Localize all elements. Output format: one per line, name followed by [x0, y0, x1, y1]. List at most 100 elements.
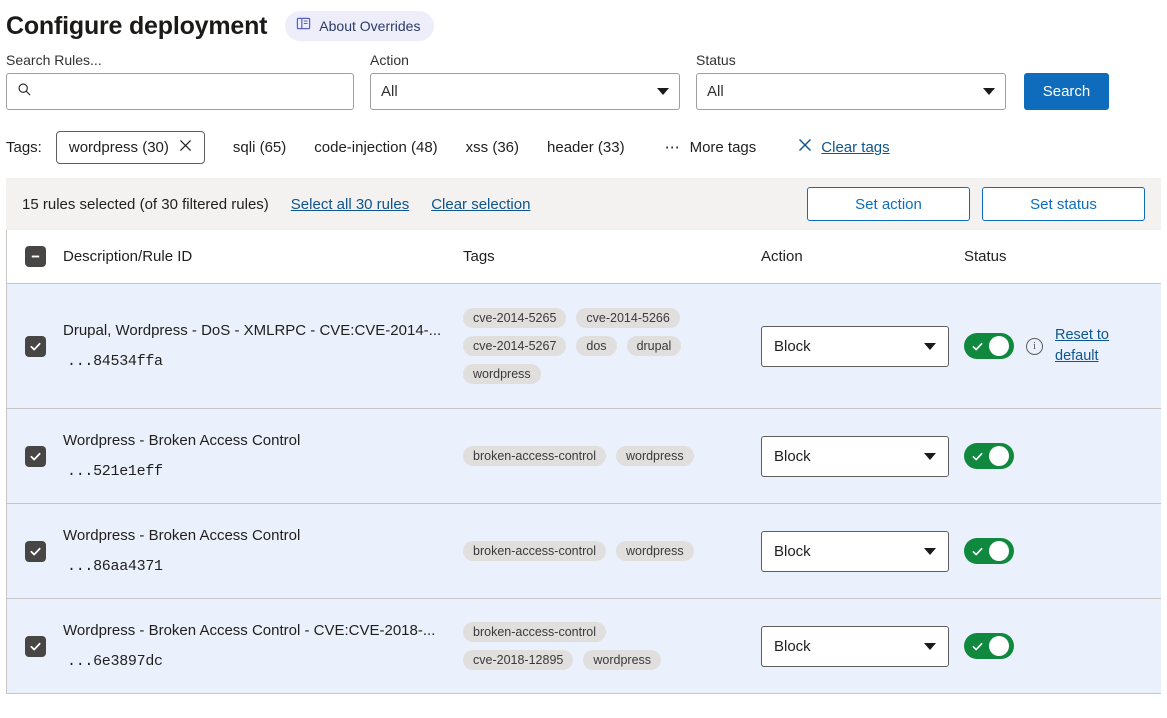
- status-filter-dropdown[interactable]: All: [696, 73, 1006, 110]
- status-label: Status: [696, 52, 736, 68]
- action-value: Block: [774, 337, 811, 355]
- status-toggle[interactable]: [964, 633, 1014, 659]
- column-header-tags[interactable]: Tags: [463, 248, 495, 265]
- close-icon: [798, 138, 812, 156]
- info-icon[interactable]: i: [1026, 337, 1043, 355]
- search-field-group: Search Rules...: [6, 52, 354, 110]
- action-dropdown[interactable]: Block: [761, 625, 949, 667]
- page-title: Configure deployment: [6, 11, 268, 40]
- tag-pill: broken-access-control: [463, 622, 606, 642]
- rule-description: Drupal, Wordpress - DoS - XMLRPC - CVE:C…: [63, 322, 442, 340]
- action-filter-dropdown[interactable]: All: [370, 73, 680, 110]
- status-toggle[interactable]: [964, 538, 1014, 564]
- rule-status-cell: i Reset to default: [964, 325, 1161, 367]
- rule-description-cell: Drupal, Wordpress - DoS - XMLRPC - CVE:C…: [63, 322, 463, 370]
- rule-tags-cell: broken-access-control cve-2018-12895 wor…: [463, 622, 761, 670]
- rules-table: Description/Rule ID Tags Action Status D…: [6, 230, 1161, 694]
- rule-description-cell: Wordpress - Broken Access Control - CVE:…: [63, 622, 463, 670]
- search-button[interactable]: Search: [1024, 73, 1109, 110]
- action-value: Block: [774, 637, 811, 655]
- tag-option-sqli[interactable]: sqli (65): [232, 138, 287, 156]
- filter-bar: Search Rules... Action All Status All Se…: [0, 52, 1167, 110]
- table-row[interactable]: Wordpress - Broken Access Control ...521…: [7, 409, 1161, 504]
- tag-option-header[interactable]: header (33): [547, 138, 625, 156]
- tag-pill-list: broken-access-control wordpress: [463, 446, 703, 466]
- row-checkbox[interactable]: [24, 540, 46, 562]
- more-tags-label: More tags: [689, 138, 757, 156]
- rule-action-cell: Block: [761, 530, 964, 572]
- row-checkbox[interactable]: [24, 445, 46, 467]
- rule-status-cell: [964, 538, 1161, 564]
- rule-description-cell: Wordpress - Broken Access Control ...521…: [63, 432, 463, 480]
- chevron-down-icon: [924, 342, 936, 350]
- select-all-checkbox[interactable]: [24, 246, 46, 267]
- search-icon: [17, 82, 32, 101]
- table-row[interactable]: Wordpress - Broken Access Control ...86a…: [7, 504, 1161, 599]
- close-icon[interactable]: [179, 139, 192, 156]
- status-toggle[interactable]: [964, 443, 1014, 469]
- set-action-button[interactable]: Set action: [807, 187, 970, 221]
- tag-pill: dos: [576, 336, 617, 356]
- toggle-knob: [989, 541, 1009, 561]
- select-all-link[interactable]: Select all 30 rules: [290, 195, 410, 213]
- search-label: Search Rules...: [6, 52, 102, 68]
- action-dropdown[interactable]: Block: [761, 435, 949, 477]
- tag-chip-wordpress[interactable]: wordpress (30): [55, 130, 205, 164]
- column-header-description[interactable]: Description/Rule ID: [63, 248, 193, 265]
- column-header-action[interactable]: Action: [761, 248, 803, 265]
- set-status-button[interactable]: Set status: [982, 187, 1145, 221]
- tags-label: Tags:: [6, 138, 42, 156]
- action-value: Block: [774, 447, 811, 465]
- tag-pill-list: broken-access-control cve-2018-12895 wor…: [463, 622, 703, 670]
- clear-tags-label: Clear tags: [821, 138, 890, 156]
- tag-option-xss[interactable]: xss (36): [465, 138, 520, 156]
- action-field-group: Action All: [370, 52, 680, 110]
- table-row[interactable]: Wordpress - Broken Access Control - CVE:…: [7, 599, 1161, 694]
- rule-id: ...84534ffa: [67, 352, 163, 370]
- rule-status-cell: [964, 633, 1161, 659]
- tag-pill: broken-access-control: [463, 446, 606, 466]
- chevron-down-icon: [924, 547, 936, 555]
- search-input-wrapper[interactable]: [6, 73, 354, 110]
- table-header-row: Description/Rule ID Tags Action Status: [7, 230, 1161, 284]
- row-checkbox-cell: [7, 540, 63, 562]
- rule-description: Wordpress - Broken Access Control - CVE:…: [63, 622, 436, 640]
- tags-bar: Tags: wordpress (30) sqli (65) code-inje…: [0, 126, 1167, 168]
- about-overrides-badge[interactable]: About Overrides: [285, 11, 435, 41]
- chevron-down-icon: [983, 88, 995, 95]
- rule-id: ...86aa4371: [67, 557, 163, 575]
- clear-tags-button[interactable]: Clear tags: [798, 138, 890, 156]
- tag-pill-list: broken-access-control wordpress: [463, 541, 703, 561]
- rule-action-cell: Block: [761, 325, 964, 367]
- tag-pill: cve-2014-5267: [463, 336, 567, 356]
- rule-status-cell: [964, 443, 1161, 469]
- row-checkbox[interactable]: [24, 335, 46, 357]
- reset-to-default-link[interactable]: Reset to default: [1055, 326, 1109, 364]
- action-dropdown[interactable]: Block: [761, 325, 949, 367]
- table-row[interactable]: Drupal, Wordpress - DoS - XMLRPC - CVE:C…: [7, 284, 1161, 409]
- clear-selection-link[interactable]: Clear selection: [431, 195, 531, 213]
- toggle-knob: [989, 446, 1009, 466]
- status-toggle[interactable]: [964, 333, 1014, 359]
- tag-pill: wordpress: [615, 446, 694, 466]
- action-filter-value: All: [381, 83, 398, 100]
- rule-tags-cell: broken-access-control wordpress: [463, 541, 761, 561]
- search-input[interactable]: [40, 83, 343, 100]
- more-tags-button[interactable]: ⋯ More tags: [665, 138, 757, 157]
- tag-pill: cve-2014-5266: [576, 308, 680, 328]
- tag-option-code-injection[interactable]: code-injection (48): [314, 138, 438, 156]
- status-filter-value: All: [707, 83, 724, 100]
- row-checkbox[interactable]: [24, 635, 46, 657]
- book-icon: [296, 16, 311, 36]
- tag-chip-label: wordpress (30): [68, 138, 169, 156]
- page-header: Configure deployment About Overrides: [0, 0, 1167, 44]
- action-dropdown[interactable]: Block: [761, 530, 949, 572]
- tag-pill: cve-2018-12895: [463, 650, 574, 670]
- tag-pill: cve-2014-5265: [463, 308, 567, 328]
- toggle-knob: [989, 336, 1009, 356]
- column-header-status[interactable]: Status: [964, 248, 1007, 265]
- rule-action-cell: Block: [761, 435, 964, 477]
- rule-description-cell: Wordpress - Broken Access Control ...86a…: [63, 527, 463, 575]
- header-checkbox-cell: [7, 246, 63, 267]
- chevron-down-icon: [657, 88, 669, 95]
